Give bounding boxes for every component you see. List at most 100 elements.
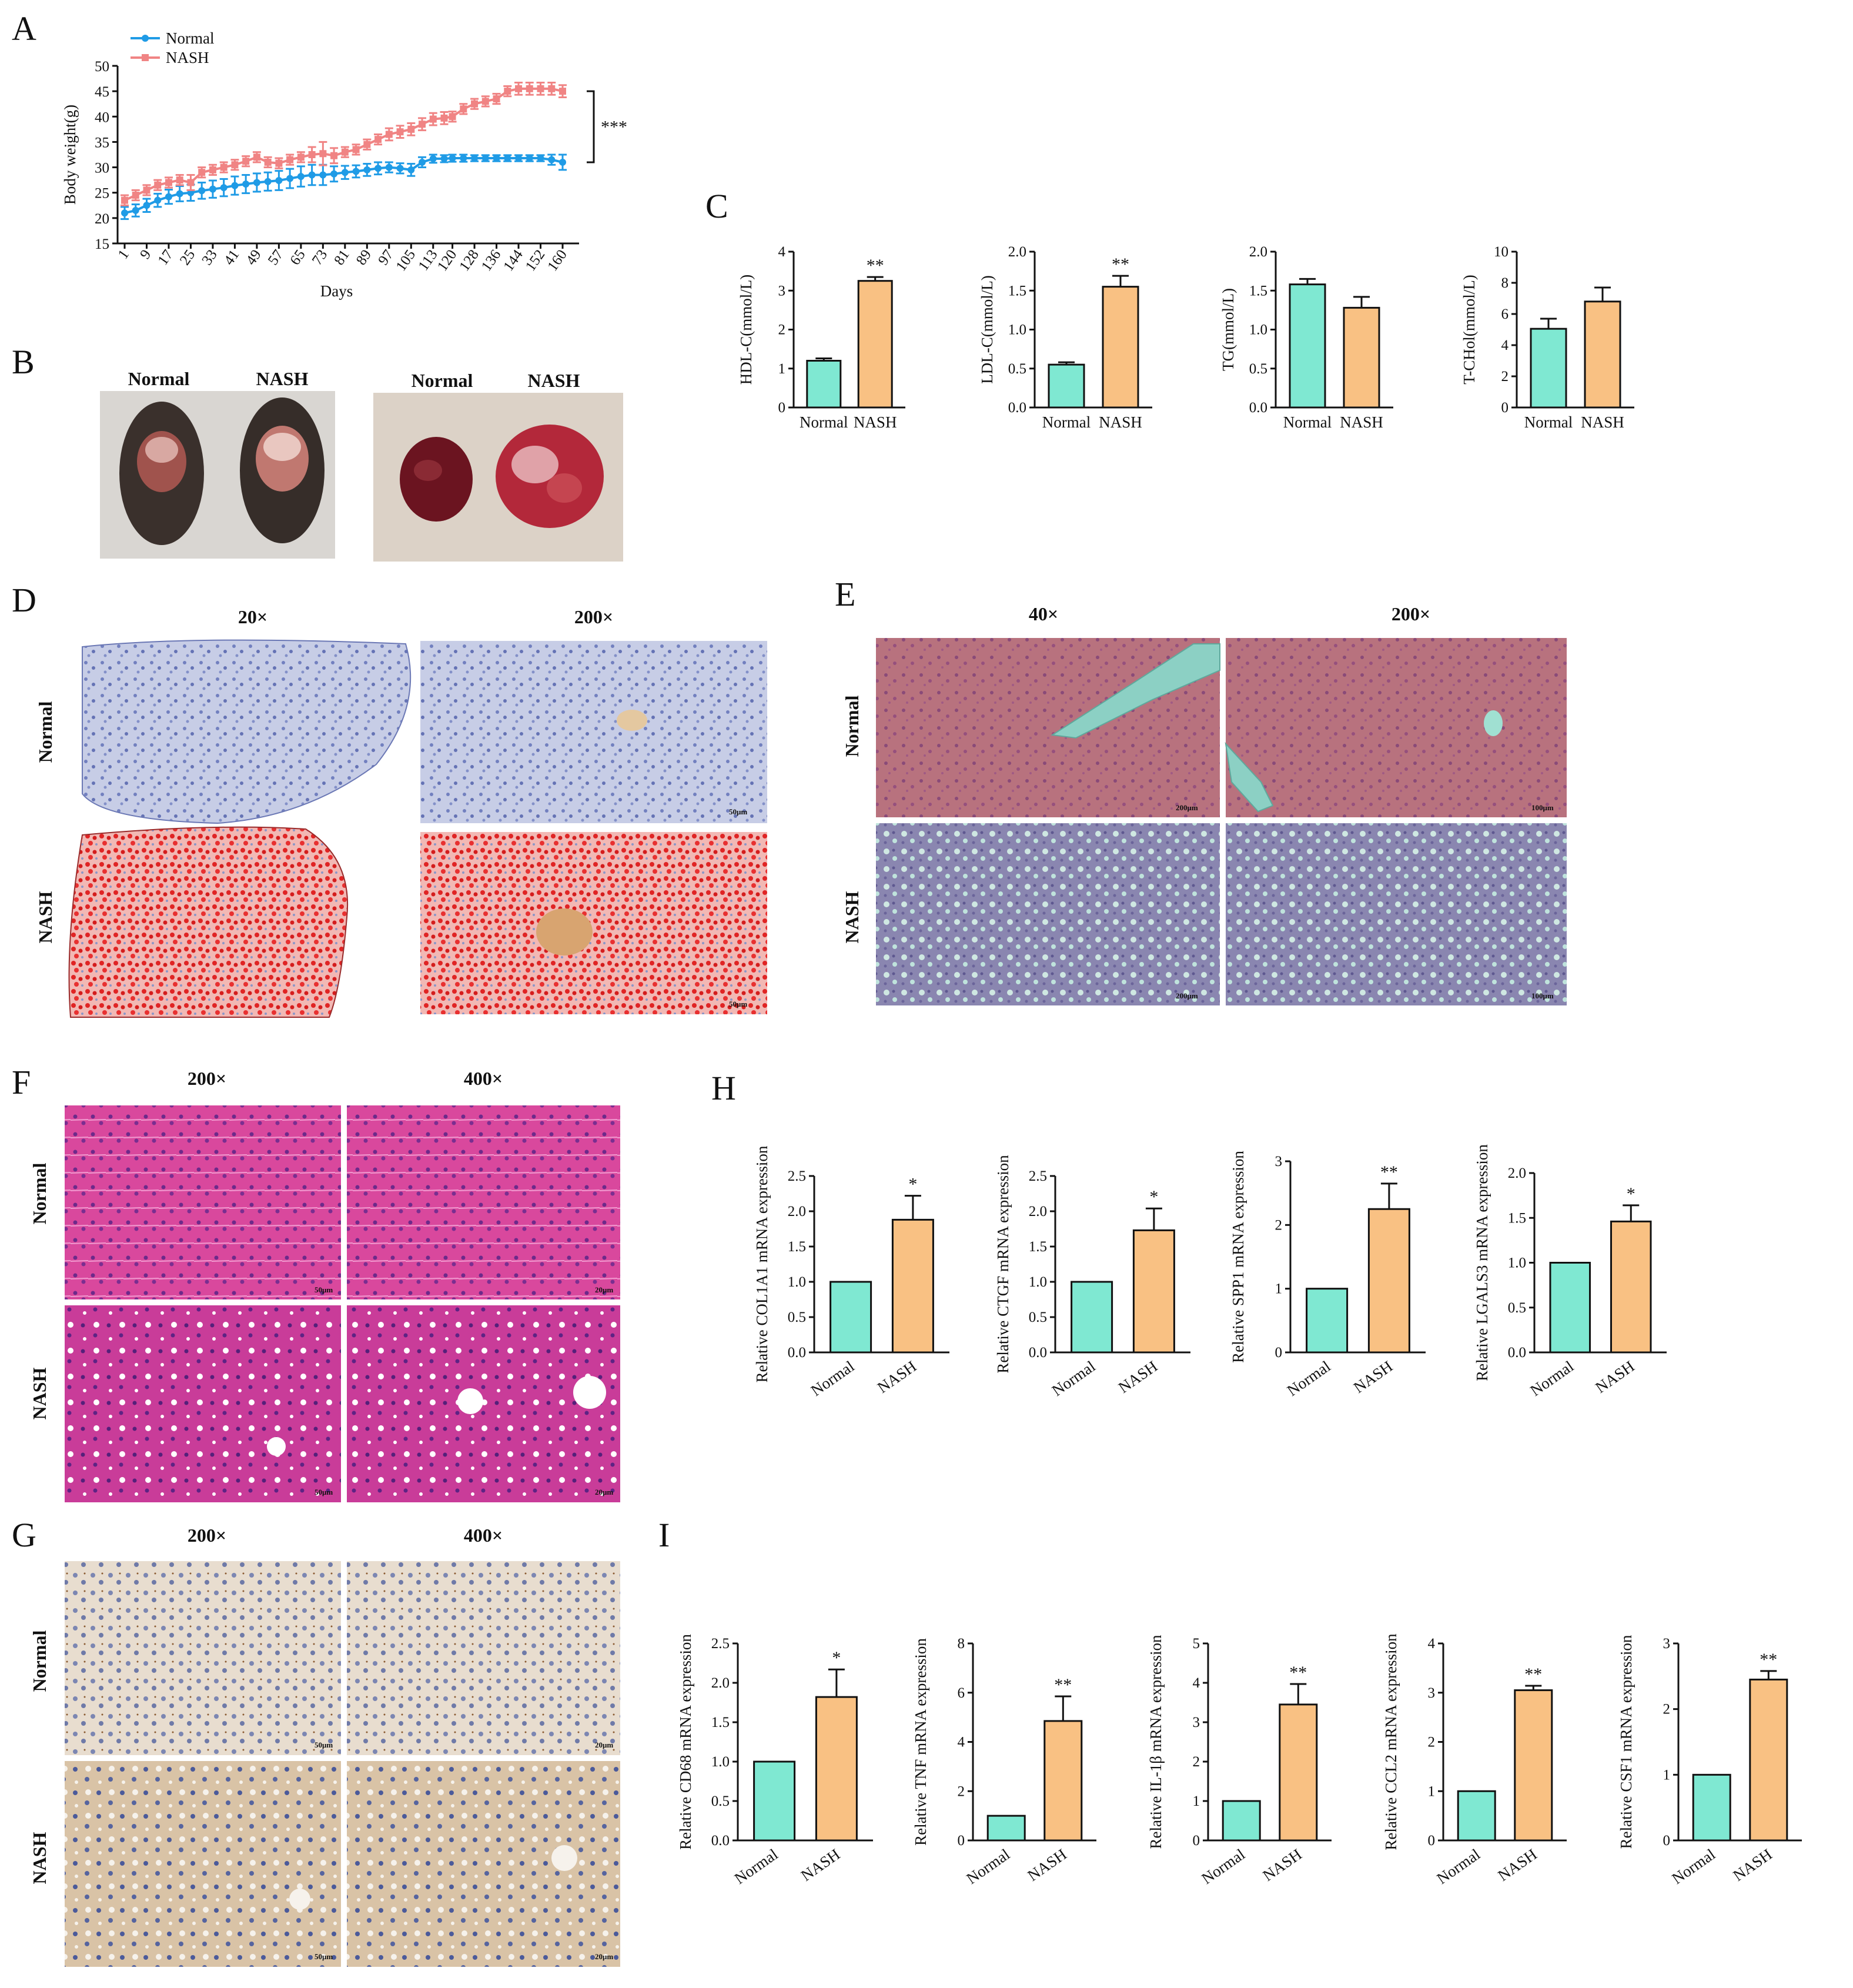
data-point	[143, 202, 150, 209]
data-point	[526, 155, 533, 162]
data-point	[429, 155, 437, 162]
y-tick-label: 1	[1663, 1767, 1671, 1783]
data-point	[253, 153, 260, 161]
x-tick-label: 113	[416, 247, 441, 273]
x-tick-label: Normal	[731, 1845, 781, 1887]
data-point	[132, 206, 139, 214]
col1a1-bar-chart: 0.0 0.5 1.0 1.5 2.0 2.5 Normal * NASH Relative CO…	[753, 1145, 949, 1399]
ihc-nash-high	[347, 1761, 620, 1967]
x-tick-label: 9	[137, 247, 154, 262]
masson-nash-high	[1226, 823, 1567, 1005]
y-tick-label: 2	[1501, 369, 1509, 385]
bar-normal	[1048, 363, 1085, 409]
ccl2-bar-chart: 0 1 2 3 4 Normal ** NASH Relative CCL2 mRNA expr…	[1382, 1633, 1567, 1887]
y-tick-label: 15	[95, 236, 109, 252]
y-tick-label: 2.0	[1029, 1204, 1047, 1219]
panel-label-a: A	[12, 9, 36, 48]
lipid-droplet	[289, 1889, 310, 1910]
bar-nash	[891, 1218, 934, 1354]
x-tick-label: NASH	[1340, 413, 1383, 431]
bar-normal	[986, 1815, 1026, 1842]
x-tick-label: 1	[115, 247, 132, 262]
data-point	[440, 114, 448, 122]
y-tick-label: 1.5	[1029, 1239, 1047, 1255]
panel-d-scale-normal: 50μm	[729, 807, 747, 816]
bar-nash	[1343, 306, 1380, 409]
y-axis-label: LDL-C(mmol/L)	[978, 275, 996, 383]
x-tick-label: NASH	[1730, 1845, 1775, 1885]
bar-nash	[1749, 1678, 1788, 1842]
bar-normal	[806, 360, 842, 409]
x-tick-label: NASH	[1115, 1357, 1160, 1396]
panel-label-d: D	[12, 581, 36, 619]
panel-label-i: I	[658, 1516, 670, 1554]
panel-f-scale-low-nash: 50μm	[315, 1488, 333, 1496]
bar-nash	[1043, 1720, 1083, 1842]
panel-f-mag-low: 200×	[188, 1068, 226, 1089]
panel-g-ihc-staining: 200× 400× Normal NASH 50μm 20μm 50μm 20μ…	[29, 1525, 620, 1967]
y-tick-label: 2	[1275, 1217, 1283, 1233]
hdl-c-bar-chart: 0 1 2 3 4 Normal ** NASH HDL-C(mmol/L)	[737, 244, 905, 431]
y-axis-label: Relative CTGF mRNA expression	[994, 1155, 1012, 1374]
data-point	[330, 170, 338, 178]
y-tick-label: 1.0	[788, 1274, 806, 1290]
data-point	[121, 209, 128, 217]
significance-mark: **	[1524, 1665, 1542, 1684]
x-tick-label: Normal	[808, 1357, 858, 1399]
data-point	[187, 179, 195, 186]
y-tick-label: 0	[1193, 1833, 1200, 1849]
y-tick-label: 2.0	[1249, 244, 1267, 260]
data-point	[275, 177, 283, 185]
bar-normal	[1289, 283, 1326, 409]
data-point	[407, 125, 415, 133]
y-axis-label: T-CHol(mmol/L)	[1460, 275, 1478, 385]
panel-f-mag-high: 400×	[464, 1068, 503, 1089]
data-point	[319, 171, 327, 179]
significance-mark: ***	[601, 118, 627, 137]
y-tick-label: 20	[95, 211, 109, 227]
bar-normal	[1457, 1790, 1496, 1842]
panel-f-row-normal: Normal	[29, 1162, 50, 1224]
y-tick-label: 1.0	[1029, 1274, 1047, 1290]
ihc-normal-low	[65, 1561, 341, 1755]
data-point	[471, 155, 479, 162]
y-tick-label: 0.0	[1508, 1345, 1526, 1361]
panel-e-mag-high: 200×	[1392, 603, 1430, 624]
panel-d-mag-low: 20×	[238, 606, 267, 627]
panel-b-normal-liver-label: Normal	[412, 370, 473, 391]
data-point	[526, 85, 533, 92]
data-point	[330, 152, 338, 159]
data-point	[143, 186, 150, 194]
panel-b-photos: Normal NASH Normal NASH	[100, 368, 623, 562]
data-point	[363, 141, 371, 148]
data-point	[385, 163, 393, 171]
y-axis-label: Relative CD68 mRNA expression	[677, 1634, 694, 1850]
x-tick-label: 33	[199, 247, 220, 268]
y-tick-label: 3	[1275, 1154, 1283, 1170]
y-tick-label: 2.5	[711, 1636, 730, 1652]
y-axis-label: Relative SPP1 mRNA expression	[1229, 1151, 1247, 1363]
significance-mark: *	[1627, 1184, 1635, 1204]
y-axis-label: TG(mmol/L)	[1219, 288, 1237, 371]
data-point	[165, 193, 172, 201]
y-tick-label: 0.0	[788, 1345, 806, 1361]
x-tick-label: 152	[523, 247, 548, 274]
x-tick-label: 89	[353, 247, 374, 268]
x-tick-label: 144	[500, 247, 526, 275]
ihc-nash-low	[65, 1761, 341, 1967]
panel-e-row-normal: Normal	[841, 695, 862, 757]
data-point	[363, 166, 371, 173]
panel-d-oil-red-staining: 20× 200× Normal NASH 50μm 50μm	[35, 606, 767, 1018]
y-tick-label: 0.0	[1029, 1345, 1047, 1361]
x-tick-label: Normal	[1284, 1357, 1334, 1399]
legend-marker	[142, 54, 149, 61]
data-point	[121, 196, 128, 204]
liver-gross-photo	[373, 393, 623, 562]
he-nash-low	[65, 1305, 341, 1502]
bar-normal	[1071, 1281, 1113, 1354]
y-tick-label: 1	[1275, 1281, 1283, 1297]
y-tick-label: 35	[95, 135, 109, 151]
x-tick-label: 160	[544, 247, 570, 274]
normal-central-vein	[617, 710, 647, 731]
